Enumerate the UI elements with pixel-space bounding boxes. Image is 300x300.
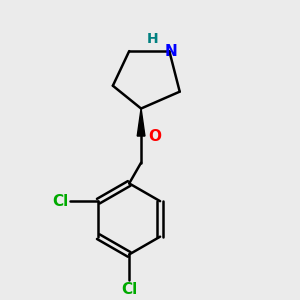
Text: H: H [147, 32, 159, 46]
Text: Cl: Cl [121, 282, 137, 297]
Text: O: O [148, 129, 161, 144]
Text: N: N [164, 44, 177, 59]
Text: Cl: Cl [52, 194, 69, 209]
Polygon shape [137, 109, 145, 136]
